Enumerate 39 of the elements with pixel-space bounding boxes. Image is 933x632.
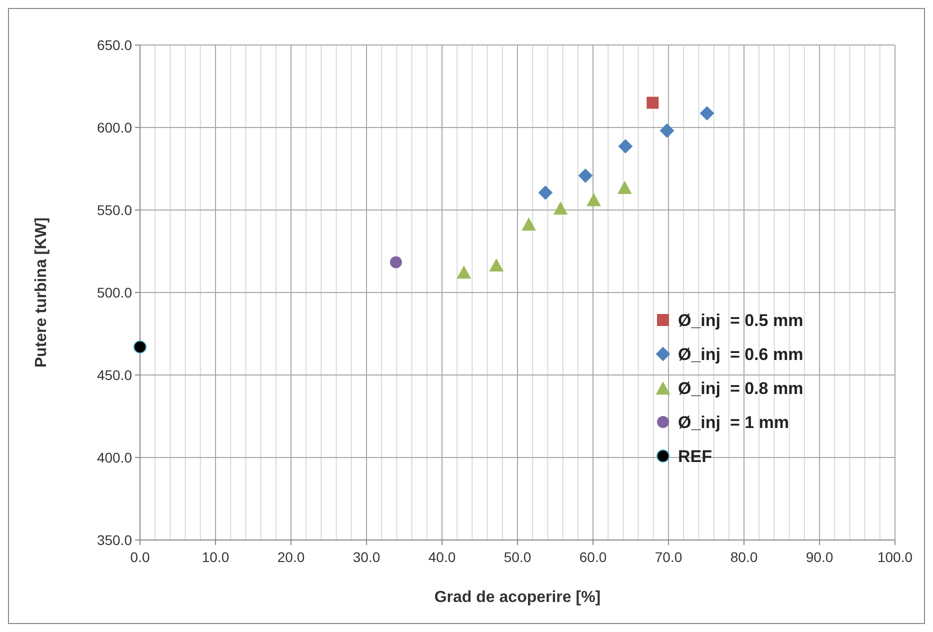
point	[134, 340, 146, 354]
legend-label: Ø_inj = 0.6 mm	[678, 344, 804, 364]
y-tick-label: 400.0	[96, 449, 132, 466]
point	[646, 96, 659, 109]
point	[618, 180, 632, 194]
point	[553, 201, 568, 215]
x-axis-title: Grad de acoperire [%]	[434, 589, 601, 606]
x-tick-label: 100.0	[877, 549, 913, 565]
point	[522, 217, 536, 231]
legend-label: Ø_inj = 1 mm	[678, 412, 790, 432]
x-tick-label: 20.0	[277, 549, 305, 565]
x-tick-label: 0.0	[130, 549, 150, 565]
y-tick-label: 350.0	[96, 532, 132, 548]
legend-label: Ø_inj = 0.5 mm	[678, 310, 804, 330]
x-tick-label: 80.0	[730, 549, 758, 565]
point	[586, 193, 601, 206]
legend-label: REF	[678, 446, 712, 466]
point	[578, 168, 593, 183]
y-tick-label: 550.0	[96, 202, 132, 218]
x-tick-label: 90.0	[806, 549, 834, 565]
x-tick-label: 70.0	[654, 549, 682, 565]
x-tick-label: 10.0	[202, 549, 230, 565]
x-tick-label: 40.0	[428, 549, 456, 565]
point	[660, 123, 674, 138]
y-tick-label: 450.0	[96, 366, 132, 383]
y-tick-label: 500.0	[96, 284, 132, 300]
y-tick-label: 600.0	[96, 119, 132, 136]
point	[456, 265, 472, 279]
legend-label: Ø_inj = 0.8 mm	[678, 378, 804, 398]
y-axis-title: Putere turbina [KW]	[33, 217, 50, 368]
point	[700, 106, 714, 121]
y-tick-label: 650.0	[96, 36, 132, 53]
point	[618, 139, 633, 154]
point	[489, 258, 504, 272]
point	[538, 185, 553, 200]
x-tick-label: 30.0	[352, 549, 380, 565]
x-tick-label: 50.0	[504, 549, 532, 565]
point	[390, 256, 402, 268]
x-tick-label: 60.0	[579, 549, 607, 565]
